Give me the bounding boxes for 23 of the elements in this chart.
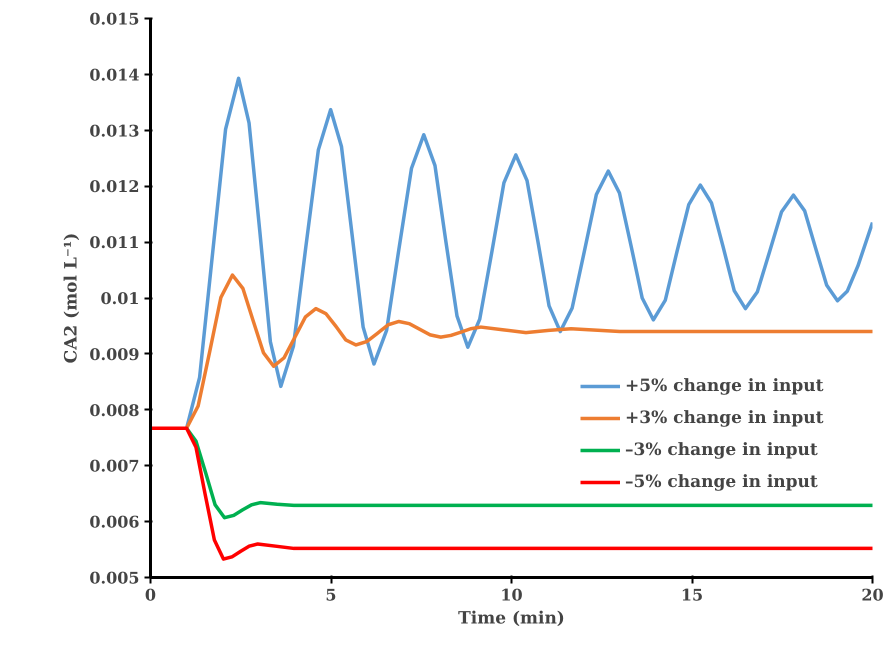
y-tick-label: 0.011: [89, 233, 140, 252]
y-tick-label: 0.012: [89, 177, 140, 196]
y-tick-label: 0.014: [89, 65, 140, 84]
y-tick-label: 0.007: [89, 456, 140, 476]
legend-label: +5% change in input: [625, 375, 824, 398]
x-axis-title: Time (min): [458, 608, 565, 628]
y-tick-label: 0.01: [100, 289, 140, 308]
x-tick-label: 5: [325, 586, 337, 604]
x-tick-label: 20: [861, 586, 884, 604]
y-tick-label: 0.005: [89, 568, 140, 588]
y-tick-label: 0.015: [89, 10, 140, 28]
y-tick-label: 0.013: [89, 121, 140, 140]
y-tick-label: 0.009: [89, 344, 140, 364]
y-tick-label: 0.006: [89, 512, 140, 532]
x-tick-label: 15: [680, 586, 704, 604]
legend-label: –3% change in input: [625, 439, 818, 462]
legend-label: –5% change in input: [625, 471, 818, 494]
line-series: [150, 426, 872, 561]
y-tick-label: 0.008: [89, 400, 140, 420]
x-tick-label: 0: [144, 586, 156, 604]
x-tick-label: 10: [500, 586, 523, 604]
y-axis-title: CA2 (mol L⁻¹): [61, 232, 82, 364]
legend-label: +3% change in input: [625, 407, 824, 430]
